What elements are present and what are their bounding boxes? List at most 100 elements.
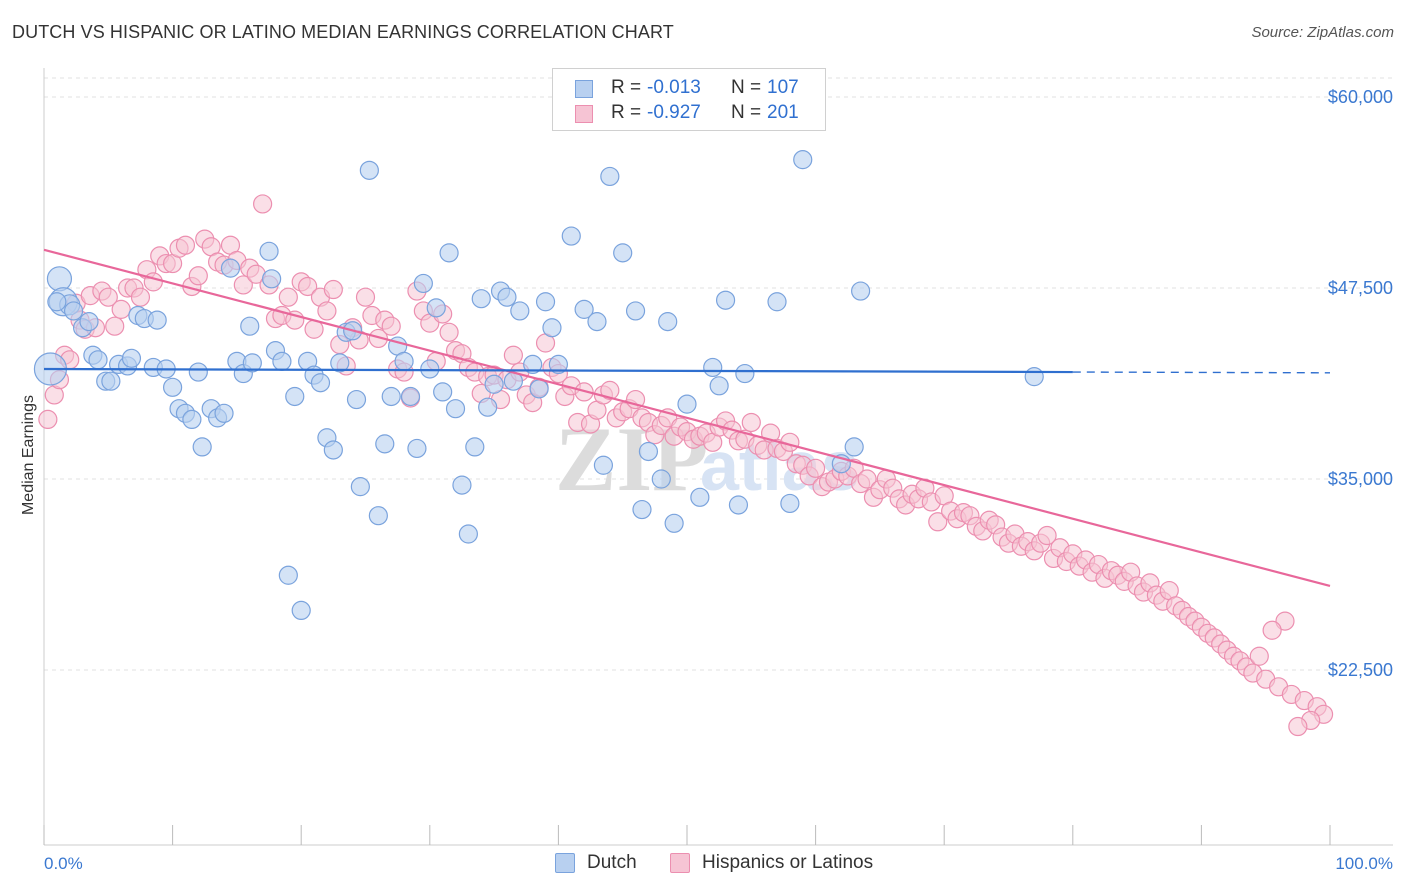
series-dutch-points (33, 88, 1044, 621)
dutch-point (163, 377, 183, 397)
dutch-point (600, 166, 620, 187)
dutch-point (690, 487, 710, 507)
dutch-point (407, 438, 427, 459)
hispanics-point (323, 279, 343, 300)
hispanics-swatch (575, 105, 593, 123)
dutch-trend-line (43, 367, 1073, 374)
dutch-point (851, 281, 871, 301)
axes (43, 68, 1393, 846)
r-label: R = (611, 77, 642, 98)
hispanics-trend-line (43, 248, 1331, 588)
dutch-point (63, 301, 84, 321)
hispanics-point (253, 194, 273, 214)
hispanics-point (381, 316, 401, 336)
dutch-point (677, 394, 697, 414)
hispanics-point (111, 299, 131, 319)
hispanics-point (805, 458, 826, 478)
hispanics-point (143, 272, 163, 292)
dutch-point (445, 399, 466, 419)
dutch-point (484, 374, 504, 394)
dutch-point (593, 455, 614, 475)
dutch-point (465, 437, 485, 457)
dutch-point (259, 241, 279, 261)
dutch-point (192, 437, 212, 457)
dutch-point (613, 243, 633, 263)
dutch-point (368, 506, 388, 526)
dutch-point (394, 351, 414, 371)
r-value: -0.013 (647, 77, 701, 98)
dutch-point (214, 403, 234, 423)
dutch-point (535, 292, 556, 312)
n-value: 201 (767, 102, 799, 123)
dutch-point (471, 289, 491, 309)
dutch-point (323, 440, 343, 460)
dutch-point (242, 353, 262, 373)
dutch-point (574, 299, 594, 319)
dutch-point (735, 363, 755, 384)
dutch-point (413, 273, 433, 294)
dutch-point (350, 477, 370, 497)
stats-legend: R = -0.013 N = 107 R = -0.927 N = 201 (552, 68, 826, 131)
dutch-point (278, 565, 298, 585)
dutch-point (703, 357, 723, 378)
dutch-point (433, 382, 453, 402)
dutch-point (651, 469, 671, 489)
hispanics-point (98, 287, 118, 307)
dutch-point (439, 243, 459, 263)
dutch-point (121, 348, 142, 368)
dutch-point (561, 226, 581, 246)
hispanics-point (1288, 716, 1308, 737)
dutch-point (715, 290, 736, 310)
dutch-point (497, 287, 517, 307)
dutch-point (728, 495, 749, 515)
dutch-swatch (575, 80, 593, 98)
dutch-point (262, 269, 282, 289)
dutch-point (523, 354, 543, 374)
hispanics-point (38, 409, 58, 430)
y-tick-label: $47,500 (1328, 278, 1393, 298)
dutch-point (88, 350, 108, 370)
dutch-point (658, 312, 678, 332)
hispanics-point (105, 316, 125, 336)
dutch-point (458, 524, 478, 544)
y-tick-label: $60,000 (1328, 87, 1393, 107)
x-tick-label-max: 100.0% (1335, 854, 1393, 873)
dutch-point (285, 386, 305, 407)
dutch-point (330, 353, 350, 373)
dutch-point (147, 310, 167, 330)
hispanics-point (175, 235, 196, 255)
y-tick-label: $22,500 (1328, 660, 1393, 680)
hispanics-point (130, 287, 151, 307)
dutch-point (272, 351, 292, 371)
y-axis-label: Median Earnings (20, 395, 37, 515)
hispanics-point (355, 287, 376, 307)
trend-lines (43, 248, 1331, 588)
dutch-point (182, 409, 202, 430)
hispanics-point (233, 275, 253, 295)
series-hispanics-points (38, 194, 1334, 737)
x-tick-label-min: 0.0% (44, 854, 83, 873)
hispanics-point (1249, 646, 1269, 666)
dutch-point (46, 266, 73, 292)
dutch-point (844, 437, 864, 457)
dutch-point (346, 389, 367, 410)
dutch-point (478, 397, 498, 417)
hispanics-point (1037, 525, 1057, 546)
dutch-point (426, 298, 446, 318)
dutch-point (47, 292, 67, 312)
hispanics-point (317, 301, 337, 321)
dutch-legend-swatch (555, 853, 575, 873)
r-value: -0.927 (647, 102, 701, 123)
hispanics-point (928, 512, 948, 532)
dutch-point (188, 362, 208, 382)
series-legend: Dutch Hispanics or Latinos (0, 852, 1406, 876)
dutch-point (310, 373, 331, 393)
dutch-point (240, 316, 260, 336)
dutch-point (767, 292, 787, 312)
dutch-point (529, 379, 549, 399)
dutch-point (359, 160, 379, 180)
hispanics-point (298, 276, 318, 297)
n-value: 107 (767, 77, 799, 98)
dutch-point (101, 371, 121, 391)
